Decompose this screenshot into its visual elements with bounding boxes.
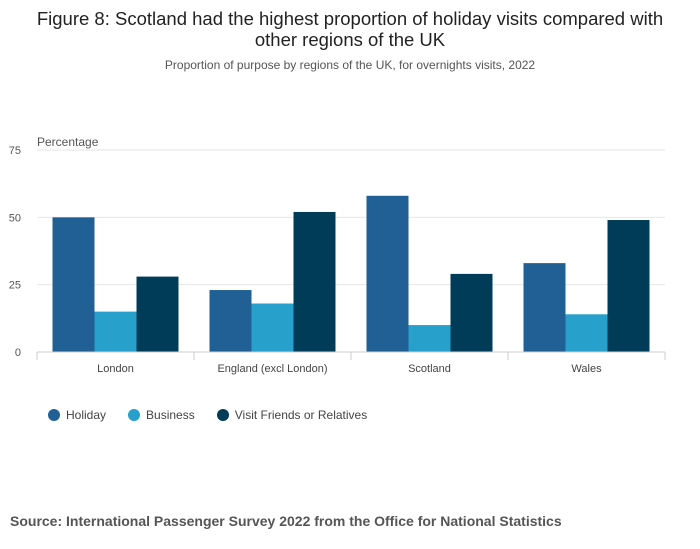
legend-label-vfr: Visit Friends or Relatives	[234, 408, 368, 422]
x-tick-label-0: London	[97, 363, 134, 375]
bar-london-visit-friends-or-relatives	[136, 276, 179, 352]
x-tick-label-3: Wales	[571, 363, 602, 375]
y-tick-label-25: 25	[9, 280, 21, 292]
legend-swatch-holiday	[48, 409, 60, 421]
y-tick-label-0: 0	[15, 347, 21, 359]
legend-item-holiday: Holiday	[48, 408, 106, 422]
legend-swatch-business	[128, 409, 141, 421]
bar-wales-visit-friends-or-relatives	[607, 220, 650, 352]
y-axis-label: Percentage	[37, 135, 99, 149]
legend-swatch-vfr	[216, 409, 229, 421]
chart-legend: Holiday Business Visit Friends or Relati…	[48, 408, 389, 422]
bar-london-business	[94, 311, 137, 352]
source-note: Source: International Passenger Survey 2…	[10, 513, 562, 529]
chart-title: Figure 8: Scotland had the highest propo…	[36, 8, 664, 50]
bar-wales-holiday	[523, 263, 566, 352]
y-tick-label-75: 75	[9, 145, 21, 157]
bar-england-excl-london-visit-friends-or-relatives	[293, 211, 336, 352]
bar-scotland-holiday	[366, 195, 409, 352]
y-tick-label-50: 50	[9, 212, 21, 224]
bar-wales-business	[565, 314, 608, 352]
bar-london-holiday	[52, 217, 95, 352]
chart-subtitle: Proportion of purpose by regions of the …	[164, 58, 536, 72]
legend-item-business: Business	[128, 408, 195, 422]
bar-scotland-business	[408, 325, 451, 352]
bar-england-excl-london-business	[251, 303, 294, 352]
x-tick-label-1: England (excl London)	[217, 363, 327, 375]
bar-england-excl-london-holiday	[209, 290, 252, 352]
bar-scotland-visit-friends-or-relatives	[450, 273, 493, 352]
x-tick-label-2: Scotland	[408, 363, 451, 375]
legend-item-vfr: Visit Friends or Relatives	[216, 408, 368, 422]
legend-label-holiday: Holiday	[66, 408, 107, 422]
legend-label-business: Business	[146, 408, 195, 422]
